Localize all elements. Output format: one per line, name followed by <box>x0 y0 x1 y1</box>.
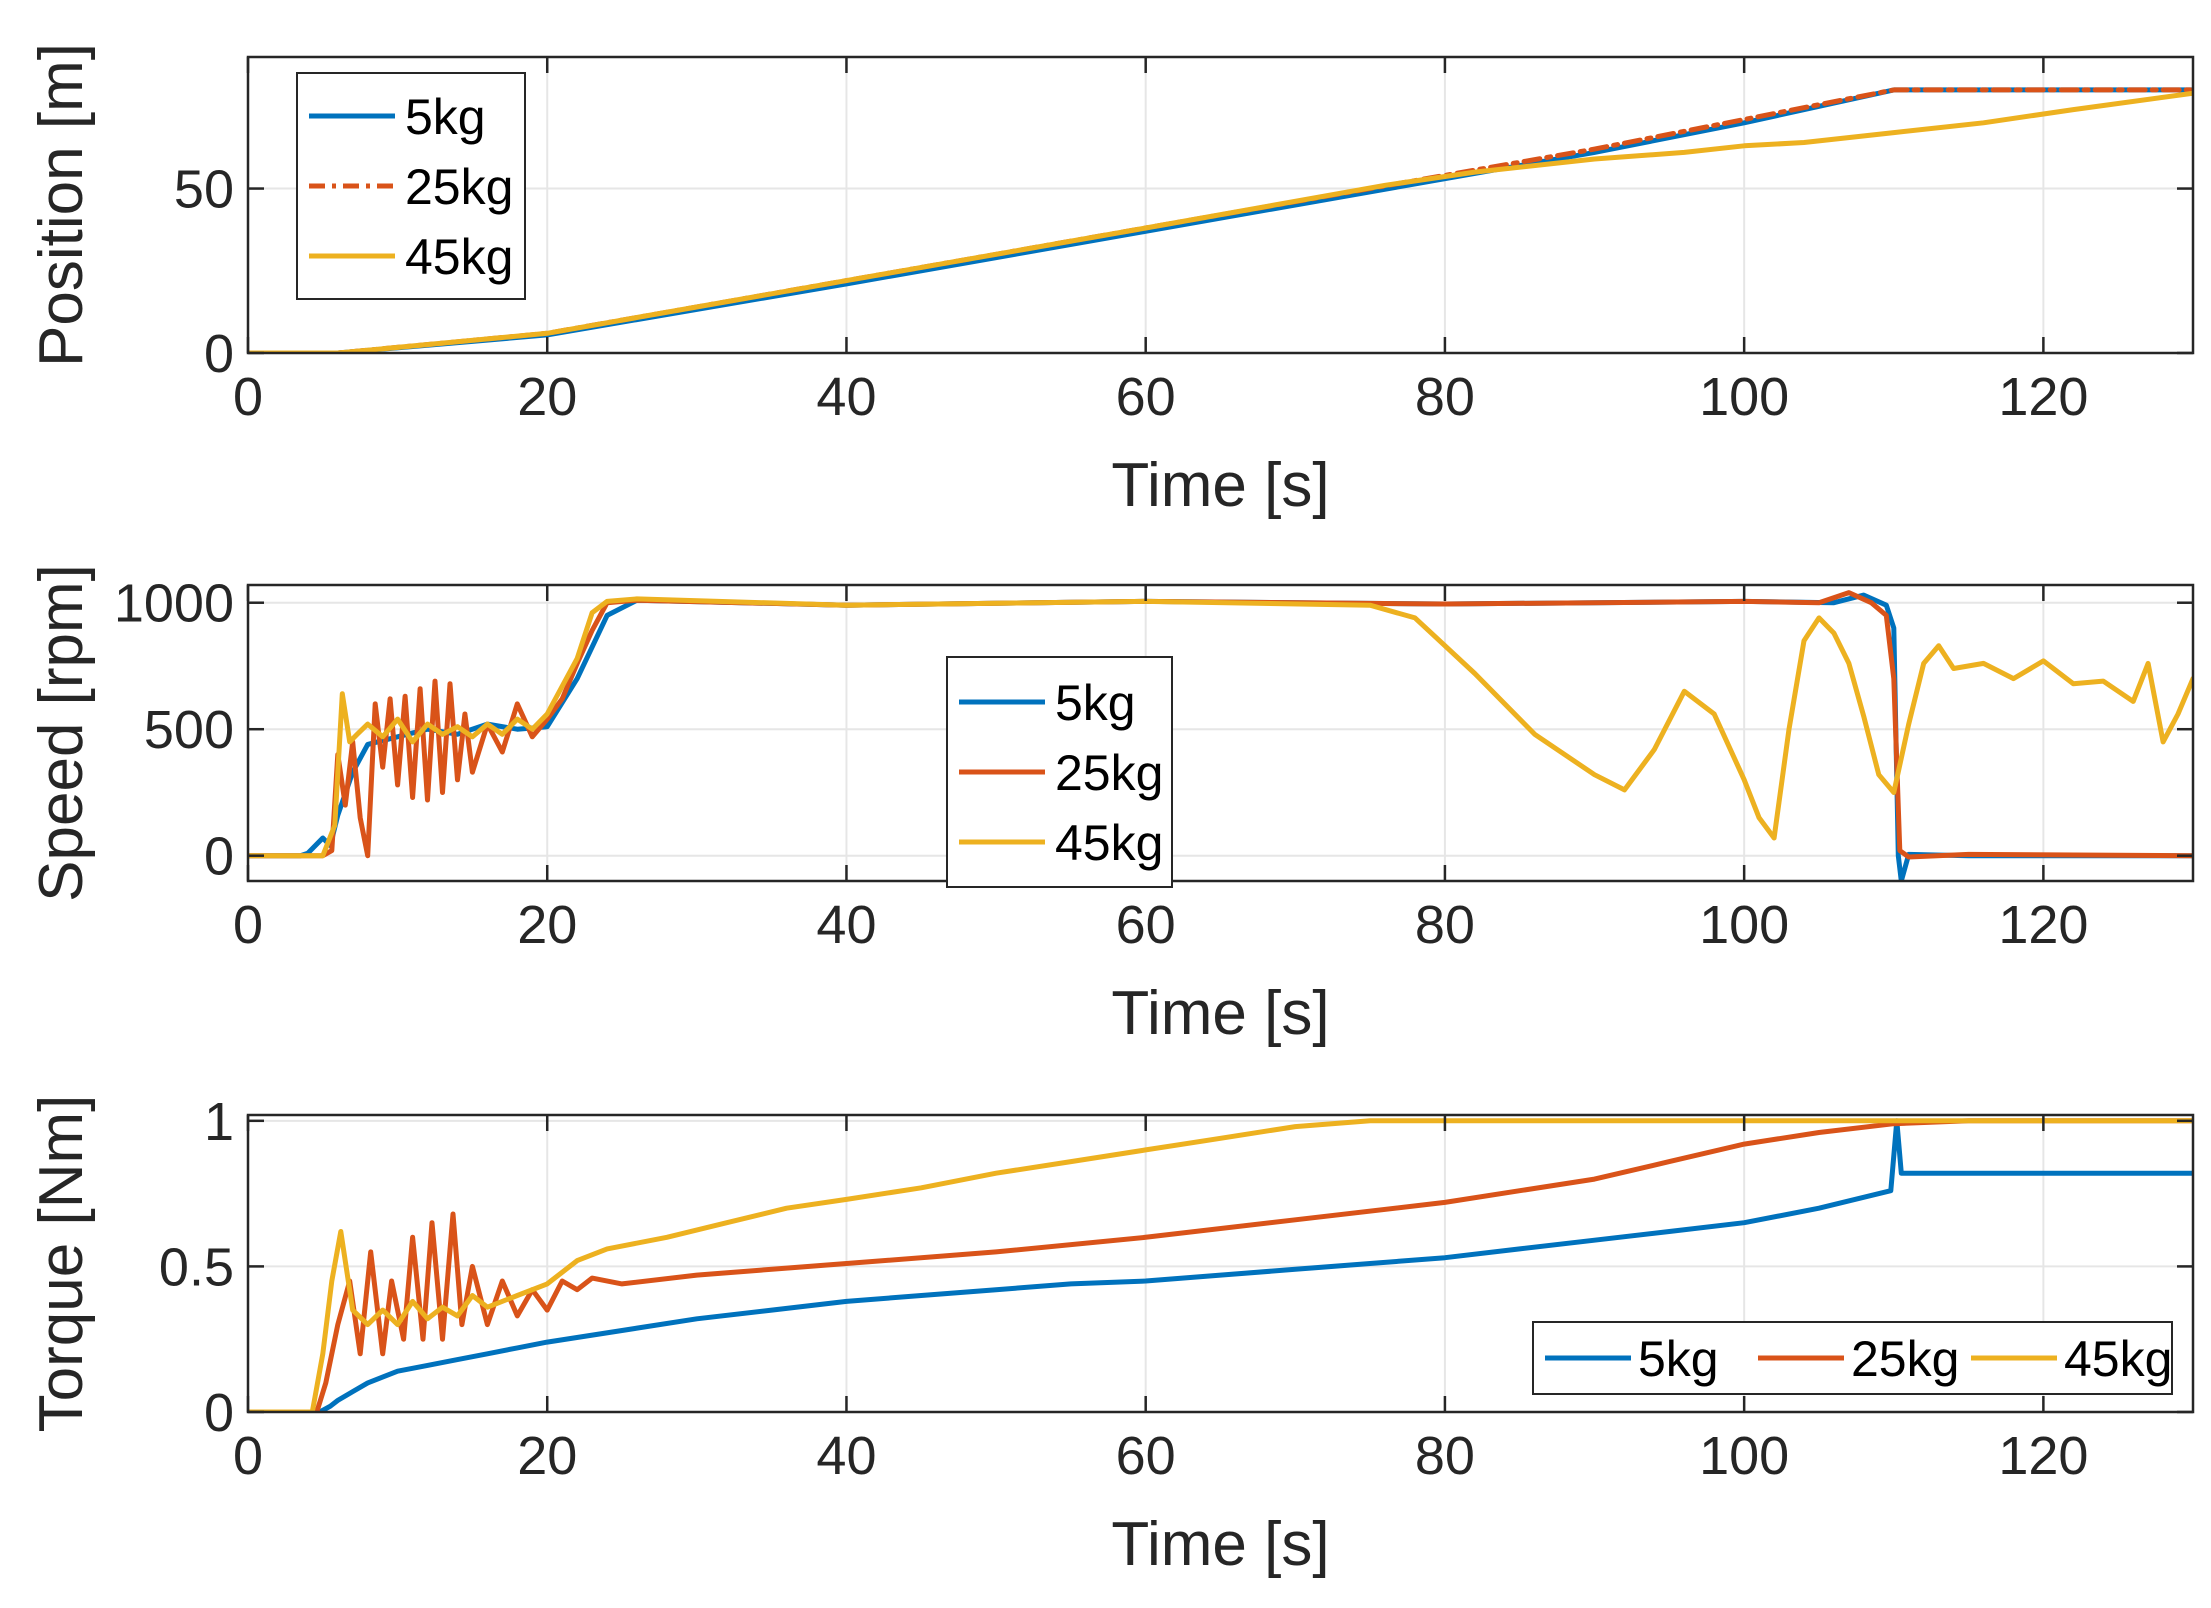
position-legend-entry-5kg: 5kg <box>309 89 486 145</box>
torque-xtick-label-100: 100 <box>1699 1426 1789 1486</box>
position-legend-entry-45kg: 45kg <box>309 229 513 285</box>
speed-ytick-label-0: 0 <box>204 827 234 887</box>
position-xtick-label-20: 20 <box>517 367 577 427</box>
torque-chart: 0 20 40 60 80 100 120 0 0.5 1 Time [s] Torque [Nm… <box>27 1092 2195 1579</box>
torque-legend-box <box>1532 1321 2173 1395</box>
speed-axes-frame <box>246 583 2195 883</box>
position-axes-frame <box>246 55 2195 355</box>
position-legend-entry-25kg: 25kg <box>309 159 513 215</box>
position-series-line-45kg <box>248 90 2193 353</box>
torque-ytick-label-0: 0 <box>204 1383 234 1443</box>
speed-legend-entry-45kg: 45kg <box>959 815 1163 871</box>
position-xtick-label-40: 40 <box>816 367 876 427</box>
torque-axes-frame <box>246 1113 2195 1414</box>
torque-legend-label-45kg: 45kg <box>2064 1331 2172 1387</box>
speed-chart: 0 20 40 60 80 100 120 0 500 1000 Time [s] Speed [… <box>27 564 2195 1048</box>
speed-xtick-label-0: 0 <box>233 895 263 955</box>
torque-series-line-5kg <box>248 1118 2193 1412</box>
torque-ylabel: Torque [Nm] <box>27 1095 96 1433</box>
speed-ylabel: Speed [rpm] <box>27 564 96 902</box>
position-xtick-label-0: 0 <box>233 367 263 427</box>
speed-xtick-label-120: 120 <box>1998 895 2088 955</box>
speed-legend-entry-5kg: 5kg <box>959 675 1136 731</box>
speed-legend-label-5kg: 5kg <box>1055 675 1136 731</box>
position-xlabel: Time [s] <box>1111 451 1329 520</box>
torque-legend-entry-25kg: 25kg <box>1758 1331 1959 1387</box>
position-series <box>248 87 2193 353</box>
speed-legend-entry-25kg: 25kg <box>959 745 1163 801</box>
position-legend-label-25kg: 25kg <box>405 159 513 215</box>
position-ylabel: Position [m] <box>27 43 96 367</box>
speed-xtick-label-40: 40 <box>816 895 876 955</box>
speed-xtick-label-100: 100 <box>1699 895 1789 955</box>
position-chart: 0 20 40 60 80 100 120 0 50 Time [s] Position [m]… <box>27 43 2195 520</box>
speed-xlabel: Time [s] <box>1111 979 1329 1048</box>
torque-xtick-label-120: 120 <box>1998 1426 2088 1486</box>
torque-legend-label-5kg: 5kg <box>1638 1331 1719 1387</box>
position-ytick-label-0: 0 <box>204 324 234 384</box>
speed-legend: 5kg 25kg 45kg <box>946 656 1173 888</box>
torque-series-line-25kg <box>248 1118 2193 1412</box>
speed-ytick-label-500: 500 <box>144 700 234 760</box>
torque-legend-entry-5kg: 5kg <box>1545 1331 1719 1387</box>
torque-legend-label-25kg: 25kg <box>1851 1331 1959 1387</box>
torque-ytick-label-0.5: 0.5 <box>159 1237 234 1297</box>
position-legend-label-45kg: 45kg <box>405 229 513 285</box>
torque-ytick-label-1: 1 <box>204 1092 234 1152</box>
torque-xtick-label-60: 60 <box>1116 1426 1176 1486</box>
position-xtick-label-80: 80 <box>1415 367 1475 427</box>
torque-xtick-label-80: 80 <box>1415 1426 1475 1486</box>
speed-legend-label-25kg: 25kg <box>1055 745 1163 801</box>
position-ytick-label-50: 50 <box>174 160 234 220</box>
position-legend: 5kg 25kg 45kg <box>296 72 526 300</box>
position-xtick-label-60: 60 <box>1116 367 1176 427</box>
position-ticks: 0 20 40 60 80 100 120 0 50 <box>174 57 2193 427</box>
position-xtick-label-120: 120 <box>1998 367 2088 427</box>
torque-series-line-45kg <box>248 1118 2193 1412</box>
torque-series <box>248 1118 2193 1412</box>
position-xtick-label-100: 100 <box>1699 367 1789 427</box>
speed-series-line-45kg <box>248 596 2193 859</box>
speed-xtick-label-80: 80 <box>1415 895 1475 955</box>
speed-xtick-label-60: 60 <box>1116 895 1176 955</box>
torque-legend-entry-45kg: 45kg <box>1971 1331 2172 1387</box>
torque-ticks: 0 20 40 60 80 100 120 0 0.5 1 <box>159 1092 2193 1486</box>
speed-ticks: 0 20 40 60 80 100 120 0 500 1000 <box>114 574 2193 955</box>
torque-xtick-label-40: 40 <box>816 1426 876 1486</box>
torque-xlabel: Time [s] <box>1111 1510 1329 1579</box>
speed-xtick-label-20: 20 <box>517 895 577 955</box>
torque-xtick-label-20: 20 <box>517 1426 577 1486</box>
torque-legend: 5kg 25kg 45kg <box>1532 1321 2173 1395</box>
torque-xtick-label-0: 0 <box>233 1426 263 1486</box>
speed-legend-label-45kg: 45kg <box>1055 815 1163 871</box>
speed-series <box>248 590 2193 881</box>
speed-ytick-label-1000: 1000 <box>114 574 234 634</box>
position-legend-label-5kg: 5kg <box>405 89 486 145</box>
